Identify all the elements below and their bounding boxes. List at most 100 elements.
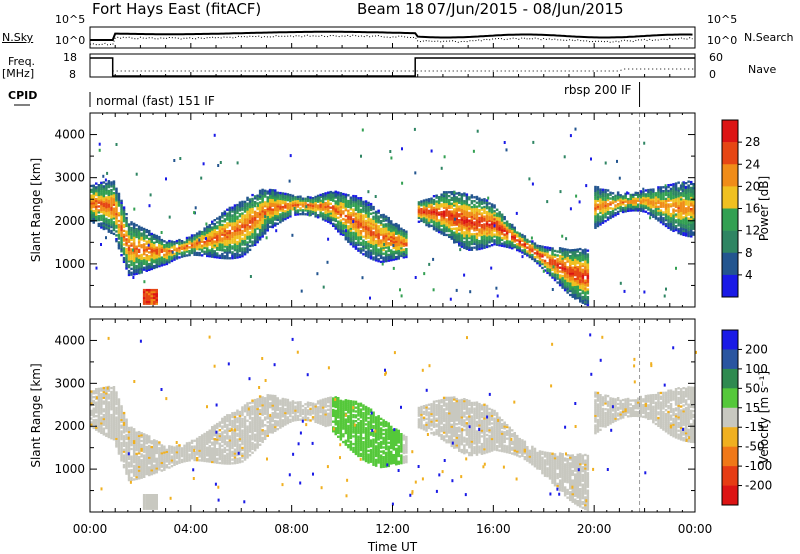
range-gate-cell bbox=[246, 206, 249, 209]
range-gate-cell bbox=[672, 185, 675, 188]
range-gate-cell bbox=[206, 239, 209, 242]
range-gate-cell bbox=[332, 207, 335, 210]
range-gate-cell bbox=[246, 196, 249, 200]
frequency-line bbox=[90, 57, 695, 77]
range-gate-cell bbox=[475, 215, 479, 218]
range-gate-cell bbox=[543, 261, 547, 264]
range-gate-cell bbox=[253, 241, 257, 245]
range-gate-cell bbox=[384, 217, 388, 220]
range-gate-cell bbox=[170, 255, 174, 259]
range-gate-cell bbox=[327, 212, 330, 216]
range-gate-cell bbox=[684, 193, 688, 196]
range-gate-cell bbox=[107, 185, 111, 189]
range-gate-cell bbox=[92, 186, 95, 189]
range-gate-cell bbox=[453, 198, 456, 201]
range-gate-cell bbox=[453, 210, 456, 213]
range-gate-cell bbox=[110, 183, 113, 186]
range-gate-cell bbox=[122, 413, 126, 417]
range-gate-cell bbox=[117, 417, 121, 420]
range-gate-cell bbox=[112, 397, 116, 400]
range-gate-cell bbox=[92, 401, 95, 405]
range-gate-cell bbox=[571, 278, 574, 281]
range-gate-cell bbox=[687, 229, 690, 232]
range-gate-cell bbox=[354, 199, 358, 202]
range-gate-cell bbox=[218, 227, 222, 230]
range-gate-cell bbox=[97, 199, 101, 202]
range-gate-cell bbox=[211, 220, 214, 223]
range-gate-cell bbox=[614, 204, 617, 207]
range-gate-cell bbox=[107, 222, 111, 226]
range-gate-cell bbox=[609, 201, 612, 204]
range-gate-cell bbox=[420, 215, 423, 219]
range-gate-cell bbox=[170, 457, 174, 460]
range-gate-cell bbox=[359, 251, 363, 254]
range-gate-cell bbox=[120, 205, 123, 208]
range-gate-cell bbox=[228, 257, 232, 260]
range-gate-cell bbox=[455, 229, 458, 232]
range-gate-cell bbox=[553, 249, 557, 253]
range-gate-cell bbox=[115, 393, 118, 396]
range-gate-cell bbox=[369, 202, 373, 206]
range-gate-cell bbox=[460, 230, 464, 233]
range-gate-cell bbox=[107, 184, 111, 187]
range-gate-cell bbox=[667, 205, 670, 208]
range-gate-cell bbox=[480, 227, 484, 231]
range-gate-cell bbox=[687, 231, 690, 234]
range-gate-cell bbox=[125, 257, 128, 260]
range-gate-cell bbox=[102, 189, 106, 192]
scatter-echo bbox=[505, 148, 508, 152]
range-gate-cell bbox=[579, 279, 582, 282]
range-gate-cell bbox=[211, 232, 214, 235]
range-gate-cell bbox=[258, 228, 262, 231]
range-gate-cell bbox=[682, 181, 685, 184]
range-gate-cell bbox=[690, 210, 693, 213]
range-gate-cell bbox=[130, 227, 133, 230]
range-gate-cell bbox=[115, 195, 118, 198]
range-gate-cell bbox=[637, 203, 640, 206]
range-gate-cell bbox=[359, 247, 363, 250]
range-gate-cell bbox=[458, 234, 461, 237]
range-gate-cell bbox=[135, 458, 138, 461]
range-gate-cell bbox=[581, 295, 585, 299]
range-gate-cell bbox=[611, 199, 615, 203]
range-gate-cell bbox=[581, 272, 585, 275]
range-gate-cell bbox=[427, 202, 431, 205]
range-gate-cell bbox=[221, 214, 224, 217]
range-gate-cell bbox=[150, 473, 153, 476]
range-gate-cell bbox=[442, 204, 446, 207]
range-gate-cell bbox=[233, 254, 237, 258]
range-gate-cell bbox=[324, 219, 327, 222]
range-gate-cell bbox=[135, 255, 138, 258]
range-gate-cell bbox=[574, 272, 577, 275]
range-gate-cell bbox=[142, 464, 146, 467]
range-gate-cell bbox=[142, 227, 146, 231]
range-gate-cell bbox=[516, 235, 519, 238]
range-gate-cell bbox=[117, 233, 121, 236]
range-gate-cell bbox=[100, 226, 103, 229]
range-gate-cell bbox=[672, 192, 675, 196]
range-gate-cell bbox=[372, 252, 375, 255]
range-gate-cell bbox=[95, 420, 98, 424]
range-gate-cell bbox=[352, 231, 355, 235]
range-gate-cell bbox=[135, 437, 138, 440]
range-gate-cell bbox=[463, 223, 466, 226]
range-gate-cell bbox=[117, 241, 121, 244]
range-gate-cell bbox=[253, 234, 257, 237]
range-gate-cell bbox=[359, 233, 363, 237]
range-gate-cell bbox=[92, 396, 95, 399]
range-gate-cell bbox=[679, 198, 683, 201]
range-gate-cell bbox=[216, 242, 219, 245]
range-gate-cell bbox=[558, 282, 562, 285]
range-gate-cell bbox=[132, 453, 136, 456]
cpid-label: CPID bbox=[8, 89, 38, 102]
range-gate-cell bbox=[100, 203, 103, 206]
range-gate-cell bbox=[190, 240, 194, 243]
range-gate-cell bbox=[112, 411, 116, 414]
range-gate-cell bbox=[311, 210, 315, 213]
range-gate-cell bbox=[427, 211, 431, 215]
range-gate-cell bbox=[276, 199, 279, 202]
range-gate-cell bbox=[208, 231, 211, 235]
range-gate-cell bbox=[455, 211, 458, 215]
range-gate-cell bbox=[382, 217, 385, 221]
range-gate-cell bbox=[150, 248, 153, 251]
